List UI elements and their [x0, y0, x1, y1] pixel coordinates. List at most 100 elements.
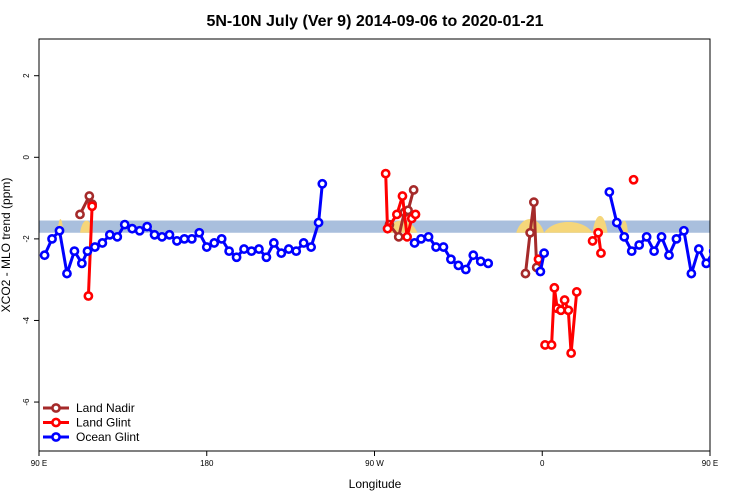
land-glint-point [87, 201, 98, 212]
x-tick-label: 90 E [31, 459, 47, 468]
x-tick-label: 90 W [365, 459, 384, 468]
ocean-glint-point [483, 258, 494, 269]
land-glint-point [382, 223, 393, 234]
legend-item-land-nadir: Land Nadir [43, 401, 135, 415]
ocean-glint-point [664, 250, 674, 261]
ocean-glint-point [134, 225, 145, 236]
land-nadir-line [524, 200, 539, 274]
ocean-glint-point [246, 246, 257, 257]
ocean-glint-point [283, 244, 294, 254]
y-axis-label: XCO2 - MLO trend (ppm) [0, 178, 13, 313]
ocean-glint-point [416, 233, 426, 244]
ocean-glint-point [708, 247, 710, 255]
land-nadir-point [393, 231, 404, 242]
x-tick-label: 180 [200, 459, 214, 468]
ocean-glint-point [239, 244, 249, 254]
ocean-glint-point [619, 231, 630, 242]
ocean-glint-point [535, 266, 546, 277]
ocean-glint-point [740, 233, 747, 240]
ocean-glint-point [119, 219, 130, 230]
land-nadir-point [84, 191, 95, 201]
land-glint-point [555, 305, 566, 316]
ocean-glint-point [679, 225, 689, 236]
ocean-glint-point [732, 231, 739, 238]
ocean-glint-point [224, 246, 235, 257]
ocean-glint-point [254, 244, 264, 254]
land-fill-region-4 [544, 222, 593, 233]
ocean-glint-point [209, 238, 220, 248]
ocean-glint-point [423, 231, 434, 242]
legend-label: Land Glint [76, 416, 131, 430]
land-glint-point [83, 291, 94, 301]
ocean-glint-point [641, 231, 652, 242]
ocean-glint-point [39, 250, 50, 261]
chart-title: 5N-10N July (Ver 9) 2014-09-06 to 2020-0… [206, 13, 543, 30]
ocean-glint-point [201, 242, 212, 252]
land-glint-point [587, 236, 598, 246]
ocean-glint-point [172, 236, 182, 246]
ocean-glint-point [62, 268, 72, 279]
y-tick-label: -6 [22, 398, 31, 406]
land-glint-point [391, 209, 402, 220]
ocean-glint-point [291, 246, 302, 257]
ocean-glint-point [82, 246, 93, 257]
ocean-glint-point [298, 238, 309, 248]
land-nadir-point [520, 268, 531, 279]
ocean-glint-point [149, 229, 160, 240]
legend-item-land-glint: Land Glint [43, 416, 131, 430]
ocean-glint-point [626, 246, 637, 257]
land-glint-point [593, 227, 604, 238]
land-glint-point [563, 305, 574, 316]
legend-label: Land Nadir [76, 401, 135, 415]
legend-swatch-marker [51, 432, 61, 442]
ocean-glint-point [69, 246, 80, 257]
y-tick-label: 2 [22, 73, 31, 78]
ocean-glint-point [306, 242, 317, 252]
ocean-glint-point [164, 229, 175, 240]
ocean-glint-point [701, 258, 710, 269]
plot-area: 90 E 180 90 W 0 90 E 2 0 -2 -4 -6 [22, 38, 747, 468]
land-nadir-point [525, 227, 536, 238]
ocean-glint-point [261, 252, 272, 263]
ocean-glint-point [656, 231, 667, 242]
land-glint-point [549, 282, 560, 293]
ocean-glint-point [216, 233, 227, 244]
ocean-glint-point [611, 217, 622, 228]
ocean-glint-point [104, 229, 115, 240]
ocean-glint-point [649, 246, 659, 257]
ocean-glint-point [634, 240, 645, 250]
land-glint-point [571, 287, 582, 297]
land-glint-point [546, 340, 557, 350]
ocean-glint-point [276, 248, 287, 259]
ocean-glint-point [693, 244, 704, 254]
ocean-glint-point [47, 233, 57, 244]
legend-swatch-marker [51, 403, 61, 413]
land-fill-region-6 [620, 220, 628, 233]
land-glint-point [380, 168, 391, 179]
x-tick-label: 0 [540, 459, 545, 468]
plot-frame [38, 38, 711, 452]
legend-item-ocean-glint: Ocean Glint [43, 430, 140, 444]
ocean-glint-point [231, 252, 242, 263]
land-glint-point [566, 348, 577, 358]
ocean-glint-point [112, 231, 123, 242]
ocean-glint-point [179, 233, 190, 244]
legend-label: Ocean Glint [76, 430, 140, 444]
ocean-glint-point [409, 238, 420, 248]
ocean-glint-point [313, 217, 324, 228]
ocean-glint-point [671, 233, 682, 244]
land-glint-point [402, 231, 413, 242]
ocean-glint-point [317, 178, 328, 189]
x-axis-label: Longitude [349, 477, 402, 491]
ocean-glint-point [604, 187, 615, 197]
ocean-glint-point [686, 268, 697, 279]
land-nadir-point [408, 185, 419, 195]
land-glint-point [397, 191, 408, 201]
y-tick-label: 0 [22, 155, 31, 160]
land-glint-point [596, 248, 606, 259]
ocean-glint-point [725, 239, 732, 246]
land-glint-point [628, 174, 639, 185]
legend-swatch-marker [51, 417, 61, 428]
